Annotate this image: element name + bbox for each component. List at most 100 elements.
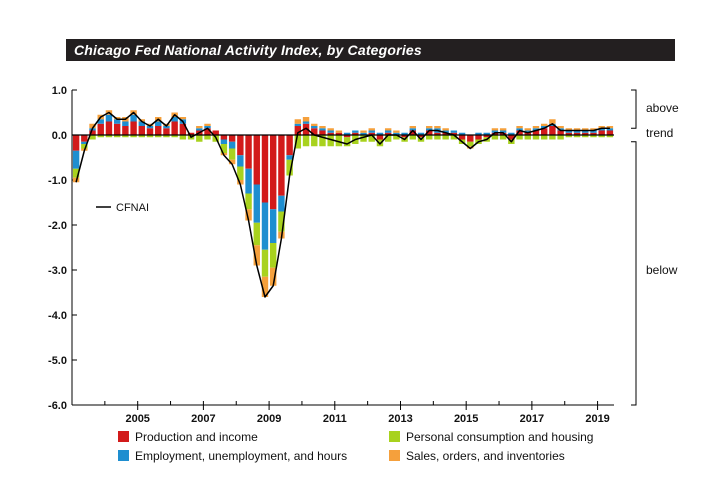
bar-consumption bbox=[146, 135, 154, 138]
bar-sales bbox=[393, 130, 400, 133]
bar-production bbox=[343, 135, 351, 138]
bar-employment bbox=[228, 141, 236, 149]
bar-consumption bbox=[122, 135, 129, 138]
bar-consumption bbox=[491, 135, 499, 140]
bar-employment bbox=[475, 132, 482, 135]
bar-production bbox=[302, 123, 310, 135]
x-tick-label: 2019 bbox=[585, 413, 609, 425]
legend-swatch-consumption bbox=[389, 431, 400, 442]
bar-production bbox=[565, 132, 573, 135]
bar-sales bbox=[327, 128, 334, 131]
y-tick-label: -3.0 bbox=[48, 265, 67, 277]
bar-production bbox=[606, 130, 614, 135]
bar-sales bbox=[409, 126, 417, 129]
bar-employment bbox=[204, 126, 211, 129]
bar-consumption bbox=[97, 135, 104, 138]
bar-production bbox=[335, 132, 343, 135]
bar-consumption bbox=[130, 135, 137, 138]
bar-production bbox=[426, 130, 433, 135]
bar-sales bbox=[294, 119, 302, 124]
bar-employment bbox=[409, 128, 417, 131]
y-tick-label: -6.0 bbox=[48, 400, 67, 412]
legend-item-employment: Employment, unemployment, and hours bbox=[118, 449, 347, 463]
bar-sales bbox=[524, 128, 531, 131]
bar-consumption bbox=[204, 135, 211, 140]
chart-title: Chicago Fed National Activity Index, by … bbox=[74, 42, 422, 58]
bar-production bbox=[261, 135, 269, 203]
bar-consumption bbox=[426, 135, 433, 140]
bar-employment bbox=[269, 209, 277, 243]
bar-production bbox=[508, 135, 515, 140]
bar-production bbox=[113, 123, 121, 135]
bar-consumption bbox=[294, 135, 302, 149]
x-tick-label: 2013 bbox=[388, 413, 412, 425]
bar-production bbox=[598, 130, 605, 135]
bar-sales bbox=[368, 128, 375, 131]
bar-employment bbox=[401, 132, 408, 135]
bar-consumption bbox=[261, 249, 269, 277]
bar-consumption bbox=[393, 135, 400, 140]
bar-sales bbox=[228, 159, 236, 165]
bar-sales bbox=[426, 126, 433, 129]
bar-consumption bbox=[524, 135, 531, 140]
legend-label-production: Production and income bbox=[135, 430, 258, 444]
bar-production bbox=[417, 135, 425, 138]
legend-item-consumption: Personal consumption and housing bbox=[389, 430, 593, 444]
bar-production bbox=[458, 135, 466, 140]
bar-production bbox=[450, 132, 458, 135]
bar-consumption bbox=[606, 135, 614, 138]
x-tick-label: 2009 bbox=[257, 413, 281, 425]
legend-label-employment: Employment, unemployment, and hours bbox=[135, 449, 348, 463]
bar-employment bbox=[368, 130, 375, 133]
bar-consumption bbox=[590, 135, 597, 138]
bar-consumption bbox=[335, 135, 343, 147]
bar-production bbox=[434, 132, 441, 135]
bar-sales bbox=[606, 126, 614, 129]
y-tick-label: -1.0 bbox=[48, 175, 67, 187]
bar-production bbox=[516, 130, 523, 135]
bar-production bbox=[401, 135, 408, 138]
legend-swatch-production bbox=[118, 431, 129, 442]
bar-production bbox=[376, 135, 384, 140]
bar-employment bbox=[302, 121, 310, 124]
bar-employment bbox=[237, 155, 244, 167]
bar-consumption bbox=[368, 135, 375, 142]
bar-consumption bbox=[155, 135, 162, 138]
bar-production bbox=[368, 132, 375, 135]
bar-sales bbox=[442, 128, 449, 131]
bar-sales bbox=[516, 126, 523, 129]
bar-consumption bbox=[196, 135, 203, 142]
bar-consumption bbox=[450, 135, 458, 140]
bar-employment bbox=[319, 128, 326, 131]
bar-sales bbox=[253, 245, 260, 266]
bar-production bbox=[163, 128, 170, 135]
bar-consumption bbox=[253, 222, 260, 246]
bar-employment bbox=[417, 132, 425, 135]
y-tick-label: -4.0 bbox=[48, 310, 67, 322]
bar-production bbox=[442, 132, 449, 135]
bar-sales bbox=[549, 119, 556, 124]
bar-production bbox=[532, 130, 540, 135]
bar-consumption bbox=[138, 135, 146, 138]
bar-production bbox=[557, 130, 564, 135]
bar-sales bbox=[179, 117, 187, 120]
bar-sales bbox=[557, 126, 564, 129]
legend-swatch-employment bbox=[118, 450, 129, 461]
bar-employment bbox=[105, 114, 113, 122]
bar-consumption bbox=[573, 135, 581, 138]
bar-employment bbox=[384, 130, 392, 133]
bar-production bbox=[105, 121, 113, 135]
bar-consumption bbox=[376, 139, 384, 147]
bar-sales bbox=[573, 128, 581, 131]
bar-consumption bbox=[598, 135, 605, 138]
bar-production bbox=[491, 132, 499, 135]
bar-employment bbox=[508, 132, 515, 135]
bar-employment bbox=[606, 128, 614, 131]
bar-consumption bbox=[499, 135, 507, 140]
bar-sales bbox=[360, 130, 367, 133]
bar-consumption bbox=[278, 211, 285, 232]
bar-employment bbox=[155, 121, 162, 126]
bar-employment bbox=[72, 150, 80, 169]
bar-consumption bbox=[81, 144, 88, 149]
x-tick-label: 2007 bbox=[191, 413, 215, 425]
